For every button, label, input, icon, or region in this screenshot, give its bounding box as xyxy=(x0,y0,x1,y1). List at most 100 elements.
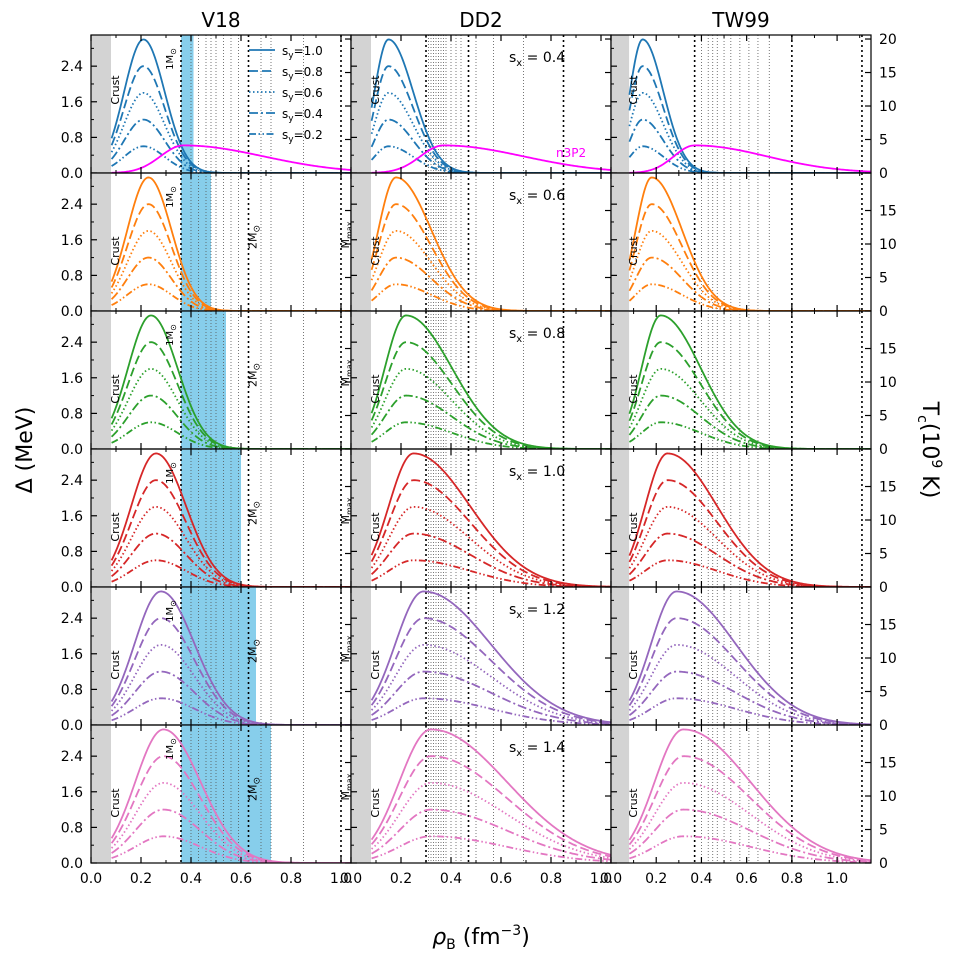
gap-curve-sy-0-8 xyxy=(628,65,871,173)
gap-curve-sy-0-8 xyxy=(370,617,611,724)
legend-label: sy=0.6 xyxy=(282,86,323,103)
gap-curve-sy-0-2 xyxy=(111,697,351,725)
sx-sub: x xyxy=(516,472,522,483)
crust-shade xyxy=(611,35,630,173)
crust-shade xyxy=(351,449,371,587)
sx-label: sx = 1.2 xyxy=(509,602,565,621)
gap-curve-sy-0-8 xyxy=(370,755,611,858)
panel-frame xyxy=(350,724,612,864)
mass-label-main: 1M xyxy=(165,331,176,346)
gap-curve-sy-0-4 xyxy=(370,394,611,449)
panel-tw99-row-1: 0 5 10 15 20 Crust xyxy=(610,32,897,182)
y-tick-label: 0.0 xyxy=(61,304,83,320)
y-axis-label-left: Δ (MeV) xyxy=(13,407,38,494)
x-tick-label: 0.2 xyxy=(645,871,667,887)
mass-label-sun: ⊙ xyxy=(169,48,178,55)
crust-label: Crust xyxy=(627,374,640,404)
gap-curve-sy-0-2 xyxy=(111,559,351,587)
panel-tw99-row-2: 0 5 10 15 Crust xyxy=(610,172,897,320)
panel-body xyxy=(351,173,611,311)
tc-tick-label: 5 xyxy=(879,409,888,425)
y-tick-label: 0.0 xyxy=(61,718,83,734)
tc-tick-label: 10 xyxy=(879,237,897,253)
legend-label-value: =0.8 xyxy=(294,65,323,79)
panel-body xyxy=(351,449,611,587)
n3p2-curve xyxy=(371,144,611,173)
panel-body xyxy=(91,725,351,863)
gap-curve-sy-1 xyxy=(628,176,871,311)
x-tick-label: 0.4 xyxy=(180,871,202,887)
mass-label-2msun: 2M⊙ xyxy=(247,363,263,387)
sx-main: s xyxy=(509,464,516,480)
y-tick-label: 0.8 xyxy=(61,820,83,836)
tc-tick-label: 15 xyxy=(879,756,897,772)
x-tick-label: 0.0 xyxy=(600,871,622,887)
x-tick-label: 0.0 xyxy=(340,871,362,887)
sx-label: sx = 0.4 xyxy=(509,50,565,69)
mass-label-main: 1M xyxy=(165,55,176,70)
mass-label-sun: ⊙ xyxy=(169,186,178,193)
gap-curve-sy-0-6 xyxy=(110,781,351,863)
tc-tick-label: 5 xyxy=(879,823,888,839)
legend-label-value: =0.6 xyxy=(294,86,323,100)
panel-body xyxy=(351,587,611,725)
y-tick-label: 2.4 xyxy=(61,335,83,351)
y-tick-label: 1.6 xyxy=(61,233,83,249)
tc-tick-label: 5 xyxy=(879,271,888,287)
gap-curve-sy-0-6 xyxy=(370,643,611,725)
panel-tw99-row-5: 0 5 10 15 Crust xyxy=(610,586,897,734)
panel-body xyxy=(91,449,351,587)
x-tick-label: 0.4 xyxy=(690,871,712,887)
legend-label-sub: y xyxy=(288,114,294,124)
gap-curve-sy-0-6 xyxy=(628,229,871,311)
mass-label-sun: ⊙ xyxy=(169,738,178,745)
gap-curve-sy-0-6 xyxy=(628,781,871,863)
gap-curve-sy-0-6 xyxy=(110,229,351,311)
mass-label-1msun: 1M⊙ xyxy=(165,186,178,208)
legend-label-main: s xyxy=(282,128,288,142)
mass-label-main: M xyxy=(339,377,352,387)
gap-curve-sy-0-8 xyxy=(628,203,871,311)
gap-curve-sy-0-4 xyxy=(111,808,351,863)
mass-label-main: 2M xyxy=(247,233,260,250)
tc-tick-label: 5 xyxy=(879,547,888,563)
gap-curve-sy-1 xyxy=(628,38,871,173)
y-tick-label: 0.8 xyxy=(61,544,83,560)
panel-frame xyxy=(90,172,352,312)
tc-tick-label: 5 xyxy=(879,685,888,701)
y-tick-label: 2.4 xyxy=(61,611,83,627)
legend-label-value: =0.4 xyxy=(294,107,323,121)
mass-label-2msun: 2M⊙ xyxy=(247,225,263,249)
mass-label-main: 2M xyxy=(247,509,260,526)
gap-curve-sy-0-6 xyxy=(628,91,871,173)
panel-dd2-row-1: Crust sx = 0.4 n3P2 xyxy=(350,34,612,174)
tc-tick-label: 10 xyxy=(879,513,897,529)
gap-curve-sy-0-2 xyxy=(371,835,611,863)
mass-label-1msun: 1M⊙ xyxy=(165,738,178,760)
tc-tick-label: 15 xyxy=(879,204,897,220)
gap-curve-sy-0-6 xyxy=(370,505,611,587)
mass-label-sun: ⊙ xyxy=(253,777,263,785)
sx-sub: x xyxy=(516,748,522,759)
gap-curve-sy-0-4 xyxy=(628,532,871,587)
legend-label-main: s xyxy=(282,65,288,79)
column-title-dd2: DD2 xyxy=(459,8,503,32)
mass-label-mmax: Mmax xyxy=(339,773,354,800)
crust-label: Crust xyxy=(627,236,640,266)
crust-label: Crust xyxy=(627,75,640,105)
gap-curve-sy-1 xyxy=(370,590,611,724)
crust-label: Crust xyxy=(369,374,382,404)
panel-dd2-row-4: Crust sx = 1.0 xyxy=(350,448,612,588)
mass-label-sun: ⊙ xyxy=(169,462,178,469)
gap-curve-sy-0-6 xyxy=(370,367,611,449)
mass-label-main: 1M xyxy=(165,469,176,484)
legend-label: sy=1.0 xyxy=(282,44,323,61)
sx-value: = 0.6 xyxy=(522,188,565,204)
x-tick-label: 0.6 xyxy=(736,871,758,887)
mass-label-sub: max xyxy=(345,221,354,239)
x-tick-label: 0.8 xyxy=(781,871,803,887)
x-tick-label: 1.0 xyxy=(826,871,848,887)
tc-tick-label: 10 xyxy=(879,375,897,391)
